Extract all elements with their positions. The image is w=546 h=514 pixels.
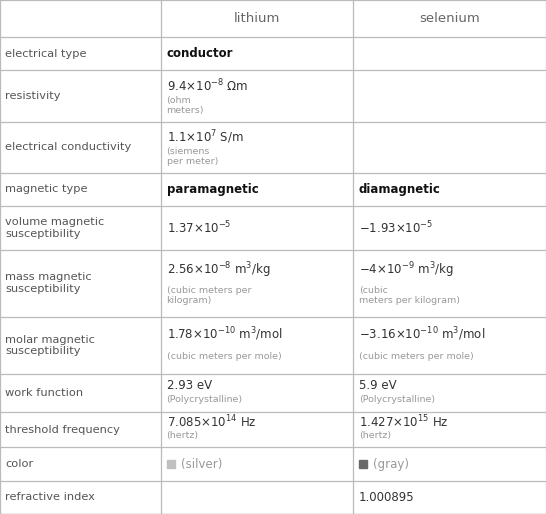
Text: (Polycrystalline): (Polycrystalline) [167,395,242,404]
Bar [359,460,367,468]
Text: diamagnetic: diamagnetic [359,183,441,196]
Text: volume magnetic
susceptibility: volume magnetic susceptibility [5,217,105,238]
Text: resistivity: resistivity [5,91,61,101]
Bar [167,460,175,468]
Text: (hertz): (hertz) [359,431,391,440]
Text: (cubic meters per mole): (cubic meters per mole) [359,352,473,360]
Text: color: color [5,459,34,469]
Text: (silver): (silver) [181,457,222,471]
Text: conductor: conductor [167,47,233,60]
Text: (Polycrystalline): (Polycrystalline) [359,395,435,404]
Text: 1.1×10$^{7}$ S/m: 1.1×10$^{7}$ S/m [167,128,244,146]
Text: (hertz): (hertz) [167,431,199,440]
Text: −3.16×10$^{-10}$ m$^{3}$/mol: −3.16×10$^{-10}$ m$^{3}$/mol [359,325,485,343]
Text: (ohm
meters): (ohm meters) [167,96,204,115]
Text: 1.37×10$^{-5}$: 1.37×10$^{-5}$ [167,219,231,236]
Text: 2.56×10$^{-8}$ m$^{3}$/kg: 2.56×10$^{-8}$ m$^{3}$/kg [167,260,270,280]
Text: (cubic meters per
kilogram): (cubic meters per kilogram) [167,286,251,305]
Text: (cubic meters per mole): (cubic meters per mole) [167,352,281,360]
Text: lithium: lithium [234,12,280,25]
Text: 9.4×10$^{-8}$ Ωm: 9.4×10$^{-8}$ Ωm [167,78,248,94]
Text: −1.93×10$^{-5}$: −1.93×10$^{-5}$ [359,219,433,236]
Text: 7.085×10$^{14}$ Hz: 7.085×10$^{14}$ Hz [167,414,256,431]
Text: (gray): (gray) [373,457,409,471]
Text: 1.427×10$^{15}$ Hz: 1.427×10$^{15}$ Hz [359,414,448,431]
Text: paramagnetic: paramagnetic [167,183,258,196]
Text: (cubic
meters per kilogram): (cubic meters per kilogram) [359,286,460,305]
Text: molar magnetic
susceptibility: molar magnetic susceptibility [5,335,96,356]
Text: 5.9 eV: 5.9 eV [359,379,396,392]
Text: electrical conductivity: electrical conductivity [5,142,132,152]
Text: electrical type: electrical type [5,49,87,59]
Text: 1.78×10$^{-10}$ m$^{3}$/mol: 1.78×10$^{-10}$ m$^{3}$/mol [167,325,282,343]
Text: (siemens
per meter): (siemens per meter) [167,146,218,166]
Text: threshold frequency: threshold frequency [5,425,120,434]
Text: magnetic type: magnetic type [5,185,88,194]
Text: work function: work function [5,388,84,398]
Text: 1.000895: 1.000895 [359,491,414,504]
Text: 2.93 eV: 2.93 eV [167,379,212,392]
Text: refractive index: refractive index [5,492,96,502]
Text: selenium: selenium [419,12,480,25]
Text: −4×10$^{-9}$ m$^{3}$/kg: −4×10$^{-9}$ m$^{3}$/kg [359,260,454,280]
Text: mass magnetic
susceptibility: mass magnetic susceptibility [5,272,92,294]
